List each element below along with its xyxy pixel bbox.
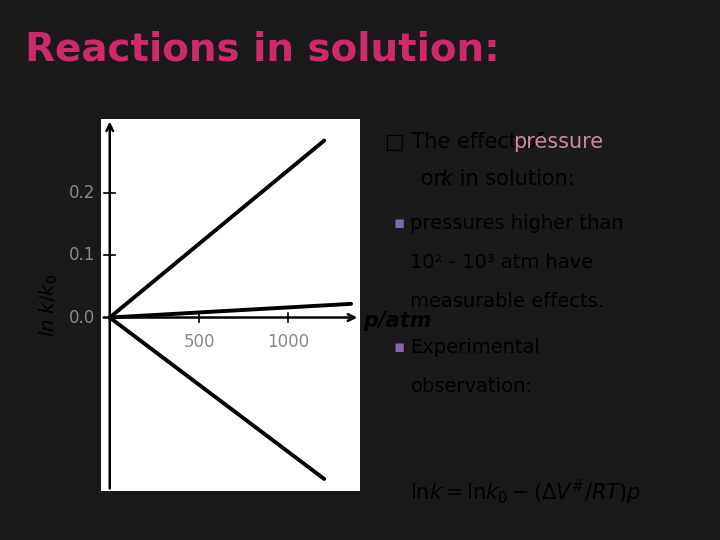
Text: p/atm: p/atm — [364, 310, 432, 330]
Text: 0.1: 0.1 — [69, 246, 96, 265]
Text: $\mathrm{ln}k = \mathrm{ln}k_0 - (\Delta V^{\#}/RT)p$: $\mathrm{ln}k = \mathrm{ln}k_0 - (\Delta… — [410, 478, 641, 508]
Text: 0.0: 0.0 — [69, 308, 96, 327]
Text: 1000: 1000 — [267, 333, 310, 351]
Text: Experimental: Experimental — [410, 339, 540, 357]
Text: pressures higher than: pressures higher than — [410, 214, 624, 233]
Text: observation:: observation: — [410, 377, 532, 396]
Text: measurable effects.: measurable effects. — [410, 292, 604, 310]
Text: 0.2: 0.2 — [69, 184, 96, 202]
Text: ▪: ▪ — [394, 214, 405, 232]
Text: 500: 500 — [184, 333, 215, 351]
Text: ln $k/k_0$: ln $k/k_0$ — [38, 274, 60, 336]
Text: □ The effect of: □ The effect of — [385, 132, 551, 152]
Text: pressure: pressure — [513, 132, 603, 152]
Text: 10² - 10³ atm have: 10² - 10³ atm have — [410, 253, 593, 272]
Text: in solution:: in solution: — [453, 169, 575, 189]
Text: ▪: ▪ — [394, 339, 405, 356]
Text: k: k — [441, 169, 453, 189]
Text: on: on — [401, 169, 454, 189]
Text: Reactions in solution:: Reactions in solution: — [25, 31, 500, 69]
